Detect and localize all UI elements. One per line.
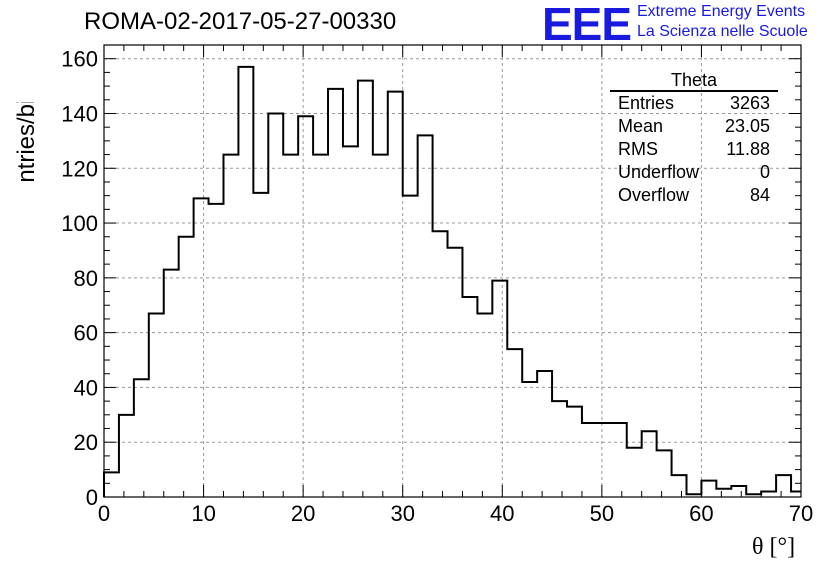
histogram-bin: [716, 489, 731, 497]
x-tick-label: 0: [98, 501, 110, 526]
histogram-bin: [209, 204, 224, 497]
histogram-bin: [657, 450, 672, 497]
histogram-bin: [701, 481, 716, 497]
y-axis-label-text: Entries/bin: [13, 102, 40, 182]
histogram-bin: [313, 155, 328, 497]
stats-row-underflow: Underflow 0: [610, 161, 778, 184]
x-tick-label: 10: [191, 501, 215, 526]
histogram-bin: [194, 198, 209, 497]
y-tick-label: 0: [86, 485, 98, 510]
y-tick-label: 100: [61, 211, 98, 236]
histogram-bin: [373, 155, 388, 497]
histogram-bin: [149, 313, 164, 497]
histogram-bin: [268, 113, 283, 497]
y-tick-label: 40: [74, 375, 98, 400]
histogram-bin: [253, 193, 268, 497]
histogram-bin: [477, 313, 492, 497]
histogram-bin: [507, 349, 522, 497]
histogram-bin: [179, 237, 194, 497]
histogram-bin: [418, 135, 433, 497]
histogram-bin: [537, 371, 552, 497]
histogram-bin: [522, 382, 537, 497]
histogram-bin: [223, 155, 238, 497]
stats-value: 11.88: [726, 139, 770, 159]
stats-value: 3263: [729, 93, 770, 113]
y-axis-label: Entries/bin: [13, 102, 40, 182]
histogram-bin: [612, 423, 627, 497]
eee-tagline-2: La Scienza nelle Scuole: [637, 23, 808, 40]
x-tick-label: 40: [490, 501, 514, 526]
stats-row-entries: Entries 3263: [610, 92, 778, 115]
y-tick-label: 120: [61, 156, 98, 181]
histogram-bin: [358, 81, 373, 497]
stats-label: Entries: [618, 93, 675, 113]
histogram-bin: [746, 494, 761, 497]
histogram-bin: [164, 270, 179, 497]
plot-frame: [103, 44, 802, 498]
stats-box: Theta Entries 3263 Mean 23.05 RMS 11.88 …: [610, 70, 778, 207]
stats-label: Mean: [618, 116, 664, 136]
stats-label: Underflow: [618, 162, 700, 182]
histogram-bin: [388, 92, 403, 497]
stats-row-mean: Mean 23.05: [610, 115, 778, 138]
y-tick-label: 60: [74, 321, 98, 346]
x-tick-label: 60: [689, 501, 713, 526]
histogram-bin: [627, 448, 642, 497]
histogram-bin: [433, 231, 448, 497]
x-tick-label: 20: [291, 501, 315, 526]
stats-value: 23.05: [724, 116, 770, 136]
histogram-bin: [761, 492, 776, 497]
eee-tagline-1: Extreme Energy Events: [637, 3, 806, 20]
histogram-bin: [119, 415, 134, 497]
histogram-bin: [552, 401, 567, 497]
histogram-bin: [462, 297, 477, 497]
histogram-bin: [642, 431, 657, 497]
histogram-bin: [403, 196, 418, 497]
stats-label: Overflow: [618, 185, 690, 205]
histogram-bin: [686, 494, 701, 497]
x-tick-label: 50: [590, 501, 614, 526]
histogram-bin: [328, 89, 343, 497]
histogram-bin: [731, 486, 746, 497]
histogram-bin: [298, 116, 313, 497]
y-tick-label: 140: [61, 101, 98, 126]
y-tick-label: 80: [74, 266, 98, 291]
stats-value: 84: [749, 185, 770, 205]
stats-row-rms: RMS 11.88: [610, 138, 778, 161]
histogram-bin: [776, 475, 791, 497]
histogram-bin: [343, 146, 358, 497]
stats-value: 0: [759, 162, 770, 182]
histogram-bin: [448, 248, 463, 497]
histogram-bin: [582, 423, 597, 497]
histogram-bin: [672, 475, 687, 497]
stats-row-overflow: Overflow 84: [610, 184, 778, 207]
histogram-bin: [134, 379, 149, 497]
run-title: ROMA-02-2017-05-27-00330: [84, 8, 397, 35]
histogram-bin: [597, 423, 612, 497]
x-tick-label: 30: [390, 501, 414, 526]
histogram-bin: [238, 67, 253, 497]
histogram-bin: [567, 407, 582, 497]
histogram-outline: [103, 65, 801, 497]
stats-title: Theta: [610, 70, 778, 92]
histogram-bin: [492, 281, 507, 497]
y-tick-label: 160: [61, 47, 98, 72]
x-axis-label: θ [°]: [752, 534, 796, 560]
x-tick-label: 70: [789, 501, 813, 526]
histogram-bin: [791, 492, 801, 497]
histogram-bin: [104, 472, 119, 497]
histogram-bin: [283, 155, 298, 497]
y-tick-label: 20: [74, 430, 98, 455]
eee-logo: EEE: [542, 0, 632, 50]
stats-label: RMS: [618, 139, 658, 159]
